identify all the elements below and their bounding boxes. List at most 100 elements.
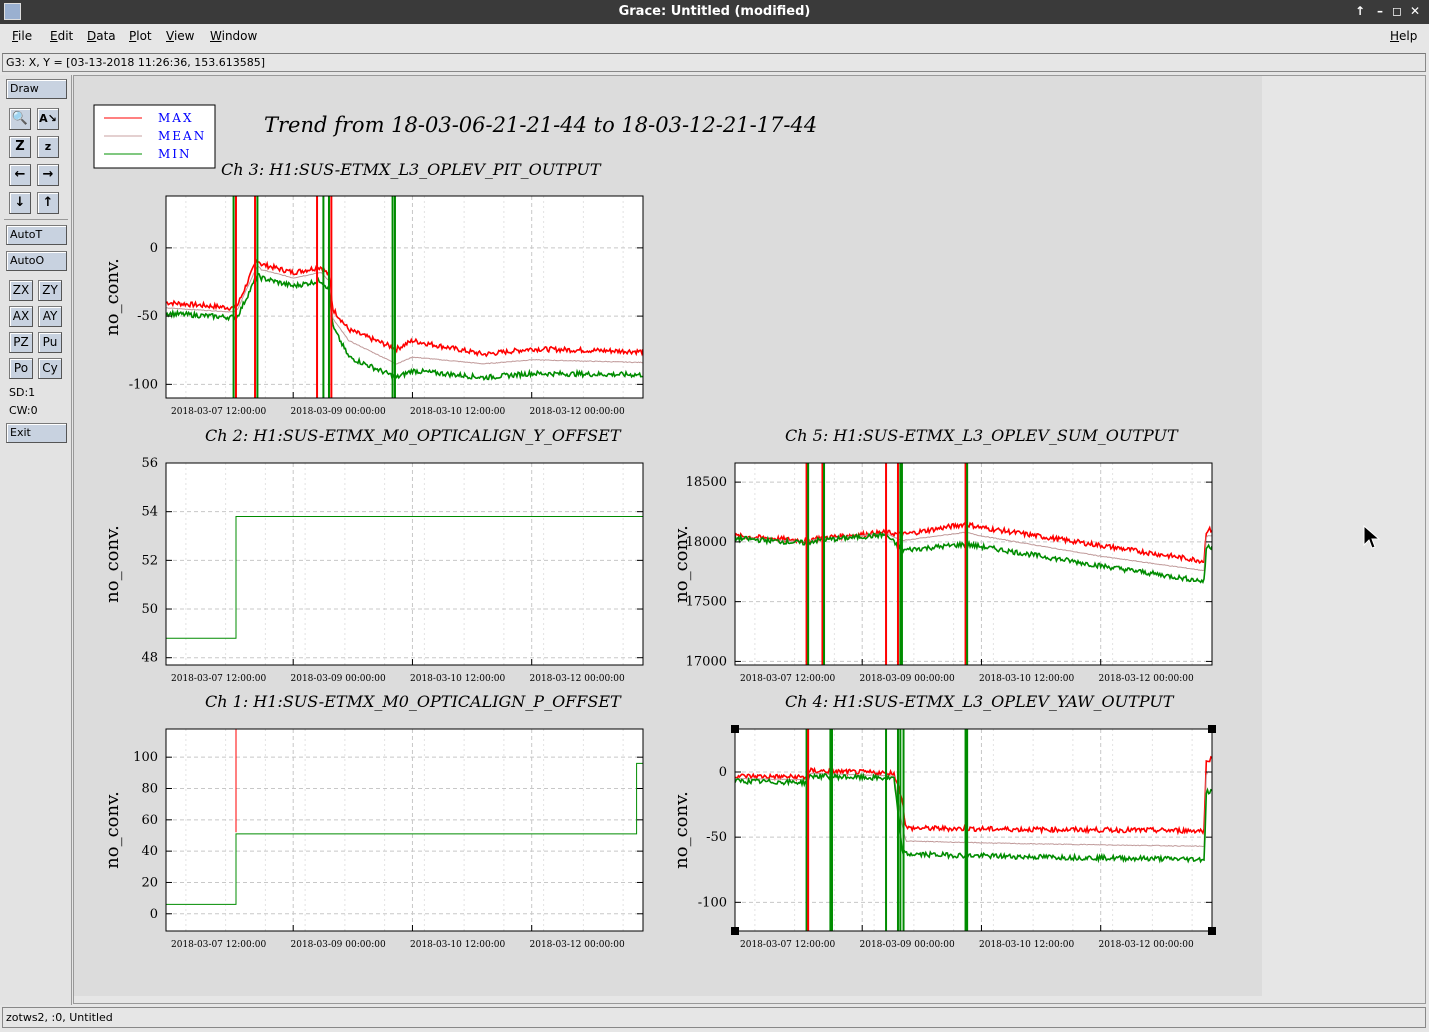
zy-button[interactable]: ZY [38, 280, 62, 301]
ch2-frame [165, 462, 644, 666]
ch4-selection-handle[interactable] [731, 927, 739, 935]
legend-mean-label: MEAN [158, 129, 206, 143]
ch2-series-group [166, 516, 643, 639]
minimize-icon[interactable]: – [1377, 4, 1383, 18]
ch5-y-tick-label: 18500 [686, 475, 727, 490]
ch1-title: Ch 1: H1:SUS-ETMX_M0_OPTICALIGN_P_OFFSET [205, 692, 622, 711]
close-icon[interactable]: ✕ [1409, 4, 1421, 18]
ch4-y-tick-label: -50 [706, 830, 727, 845]
menu-file-label: ile [18, 29, 33, 43]
graph-ch4[interactable]: Ch 4: H1:SUS-ETMX_L3_OPLEV_YAW_OUTPUT 0 -5… [671, 692, 1216, 950]
ch2-plot-area[interactable] [166, 463, 643, 665]
ch4-y-tick-label: -100 [698, 895, 727, 910]
drawing-canvas[interactable]: MAX MEAN MIN Trend from 18-03-06-21-21-4… [74, 76, 1262, 996]
graph-ch3[interactable]: Ch 3: H1:SUS-ETMX_L3_OPLEV_PIT_OUTPUT 0 -5… [102, 160, 644, 417]
draw-button[interactable]: Draw [6, 79, 67, 99]
graph-ch1[interactable]: Ch 1: H1:SUS-ETMX_M0_OPTICALIGN_P_OFFSET… [102, 692, 644, 950]
graph-ch5[interactable]: Ch 5: H1:SUS-ETMX_L3_OPLEV_SUM_OUTPUT 185… [671, 426, 1213, 684]
ch4-y-tick-label: 0 [719, 765, 727, 780]
arrow-left-icon[interactable]: ← [9, 164, 31, 186]
ch2-x-tick-label: 2018-03-10 12:00:00 [410, 674, 505, 684]
menu-plot-label: lot [136, 29, 152, 43]
ch3-y-axis-label: no_conv. [102, 258, 123, 336]
pu-button[interactable]: Pu [38, 332, 62, 353]
graph-canvas-svg[interactable]: MAX MEAN MIN Trend from 18-03-06-21-21-4… [74, 76, 1262, 996]
ch5-series-min [735, 531, 1212, 584]
canvas-scroll-area[interactable]: MAX MEAN MIN Trend from 18-03-06-21-21-4… [73, 75, 1426, 1004]
zoom-out-icon[interactable]: z [37, 136, 59, 158]
ax-button[interactable]: AX [9, 306, 33, 327]
ch2-y-tick-label: 56 [141, 456, 158, 471]
ch3-x-tick-label: 2018-03-07 12:00:00 [171, 407, 266, 417]
ch4-series-max [735, 755, 1212, 836]
ch4-selection-handle[interactable] [1208, 725, 1216, 733]
menu-file[interactable]: File [12, 29, 32, 43]
ch1-x-tick-label: 2018-03-10 12:00:00 [410, 940, 505, 950]
arrow-up-icon[interactable]: ↑ [37, 192, 59, 214]
menu-data-mnemonic: D [87, 29, 97, 43]
window-titlebar[interactable]: Grace: Untitled (modified) ↑ – ◻ ✕ [0, 0, 1429, 24]
ch2-y-tick-label: 54 [141, 505, 158, 520]
autoscale-icon[interactable]: A↘ [37, 108, 59, 130]
ch4-x-tick-label: 2018-03-12 00:00:00 [1099, 940, 1194, 950]
zx-button[interactable]: ZX [9, 280, 33, 301]
menu-help-label: elp [1399, 29, 1418, 43]
menu-help[interactable]: Help [1390, 29, 1417, 43]
ch3-frame [165, 195, 644, 399]
raise-window-icon[interactable]: ↑ [1354, 4, 1366, 18]
menu-help-mnemonic: H [1390, 29, 1400, 43]
current-world-label: CW:0 [9, 404, 38, 417]
ch3-plot-area[interactable] [166, 196, 643, 398]
graph-ch2[interactable]: Ch 2: H1:SUS-ETMX_M0_OPTICALIGN_Y_OFFSET… [102, 426, 644, 684]
cy-button[interactable]: Cy [38, 358, 62, 379]
ch1-x-tick-label: 2018-03-09 00:00:00 [291, 940, 386, 950]
menu-plot[interactable]: Plot [129, 29, 152, 43]
ch4-selection-handle[interactable] [731, 725, 739, 733]
menu-window-label: indow [221, 29, 258, 43]
ay-button[interactable]: AY [38, 306, 62, 327]
menu-data[interactable]: Data [87, 29, 116, 43]
ch1-x-tick-label: 2018-03-12 00:00:00 [530, 940, 625, 950]
legend-max-label: MAX [158, 111, 194, 125]
zoom-magnifier-icon[interactable]: 🔍 [9, 108, 31, 130]
ch5-plot-area[interactable] [735, 463, 1212, 665]
ch2-y-tick-label: 50 [141, 602, 158, 617]
ch1-y-tick-label: 20 [141, 875, 158, 890]
ch4-title: Ch 4: H1:SUS-ETMX_L3_OPLEV_YAW_OUTPUT [785, 692, 1175, 711]
status-bar: zotws2, :0, Untitled [2, 1007, 1426, 1028]
menu-window[interactable]: Window [210, 29, 257, 43]
maximize-icon[interactable]: ◻ [1392, 4, 1402, 18]
ch4-selection-handle[interactable] [1208, 927, 1216, 935]
ch5-x-tick-label: 2018-03-07 12:00:00 [740, 674, 835, 684]
ch3-series-min [166, 272, 643, 382]
ch2-x-tick-label: 2018-03-12 00:00:00 [530, 674, 625, 684]
ch3-x-tick-label: 2018-03-09 00:00:00 [291, 407, 386, 417]
app-icon[interactable] [4, 3, 21, 20]
mouse-cursor-icon [1363, 525, 1381, 549]
ch3-title: Ch 3: H1:SUS-ETMX_L3_OPLEV_PIT_OUTPUT [221, 160, 602, 179]
ch1-series-min [166, 762, 643, 905]
ch2-y-axis-label: no_conv. [102, 525, 123, 603]
ch5-y-tick-label: 18000 [686, 535, 727, 550]
menu-plot-mnemonic: P [129, 29, 137, 43]
arrow-right-icon[interactable]: → [37, 164, 59, 186]
toolbar-divider [4, 219, 68, 220]
ch2-y-tick-label: 52 [141, 553, 158, 568]
ch3-x-tick-label: 2018-03-10 12:00:00 [410, 407, 505, 417]
ch5-title: Ch 5: H1:SUS-ETMX_L3_OPLEV_SUM_OUTPUT [785, 426, 1179, 445]
po-button[interactable]: Po [9, 358, 33, 379]
menu-edit[interactable]: Edit [50, 29, 73, 43]
autoo-button[interactable]: AutoO [6, 251, 67, 271]
menu-view[interactable]: View [166, 29, 194, 43]
arrow-down-icon[interactable]: ↓ [9, 192, 31, 214]
ch5-series-group [735, 463, 1212, 665]
ch4-series-min [735, 772, 1212, 864]
ch4-x-tick-label: 2018-03-09 00:00:00 [860, 940, 955, 950]
autot-button[interactable]: AutoT [6, 225, 67, 245]
pz-button[interactable]: PZ [9, 332, 33, 353]
ch1-plot-area[interactable] [166, 729, 643, 931]
exit-button[interactable]: Exit [6, 423, 67, 443]
zoom-in-icon[interactable]: Z [9, 136, 31, 158]
ch1-y-axis-label: no_conv. [102, 791, 123, 869]
legend-box[interactable]: MAX MEAN MIN [93, 104, 216, 169]
